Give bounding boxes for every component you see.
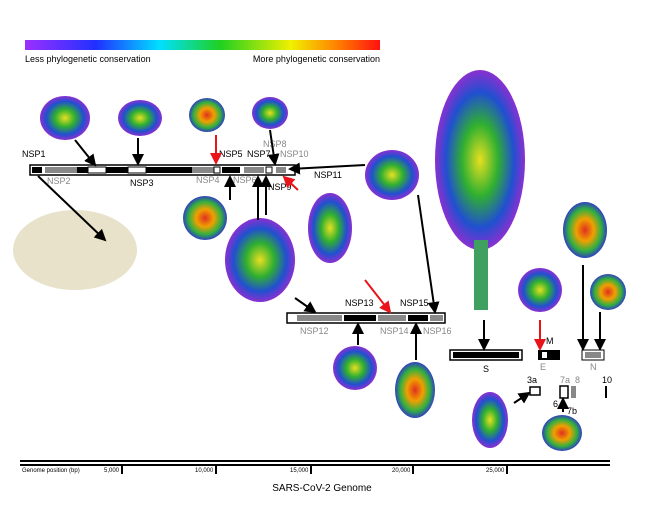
nsp-label: NSP13 [345, 298, 374, 308]
axis-tick-label: 25,000 [486, 468, 505, 474]
nsp-label: NSP1 [22, 149, 46, 159]
structures [13, 70, 626, 451]
nsp-label: NSP12 [300, 326, 329, 336]
low-label: Less phylogenetic conservation [25, 54, 151, 64]
nsp-label: NSP7 [247, 149, 271, 159]
gene-label: 8 [575, 375, 580, 385]
orf1b-bar [286, 312, 446, 324]
gene-label: 7a [560, 375, 570, 385]
nsp-label: NSP9 [268, 182, 292, 192]
axis-tick-label: 10,000 [195, 468, 214, 474]
genome-axis [20, 460, 610, 474]
gene-label: 10 [602, 375, 612, 385]
high-label: More phylogenetic conservation [253, 54, 380, 64]
nsp-label: NSP5 [219, 149, 243, 159]
axis-tick-label: 20,000 [392, 468, 411, 474]
gene-label: 7b [567, 406, 577, 416]
gene-label: S [483, 364, 489, 374]
nsp-label: NSP6 [233, 175, 257, 185]
nsp-label: NSP10 [280, 149, 309, 159]
gene-label: M [546, 336, 554, 346]
axis-tick-label: 5,000 [104, 468, 120, 474]
nsp-label: NSP15 [400, 298, 429, 308]
arrows [37, 129, 606, 412]
gene-label: E [540, 362, 546, 372]
nsp-label: NSP14 [380, 326, 409, 336]
color-bar [25, 40, 380, 50]
nsp-label: NSP2 [47, 176, 71, 186]
nsp-label: NSP16 [423, 326, 452, 336]
gene-label: 6 [553, 399, 558, 409]
caption: SARS-CoV-2 Genome [272, 483, 372, 494]
gene-label: 3a [527, 375, 537, 385]
axis-title: Genome position (bp) [22, 468, 80, 474]
nsp-label: NSP4 [196, 175, 220, 185]
gene-label: N [590, 362, 597, 372]
gene-boxes [449, 349, 607, 399]
nsp-label: NSP11 [314, 170, 342, 180]
orf1a-bar [29, 164, 296, 176]
nsp-label: NSP8 [263, 139, 287, 149]
nsp-label: NSP3 [130, 178, 154, 188]
axis-tick-label: 15,000 [290, 468, 309, 474]
